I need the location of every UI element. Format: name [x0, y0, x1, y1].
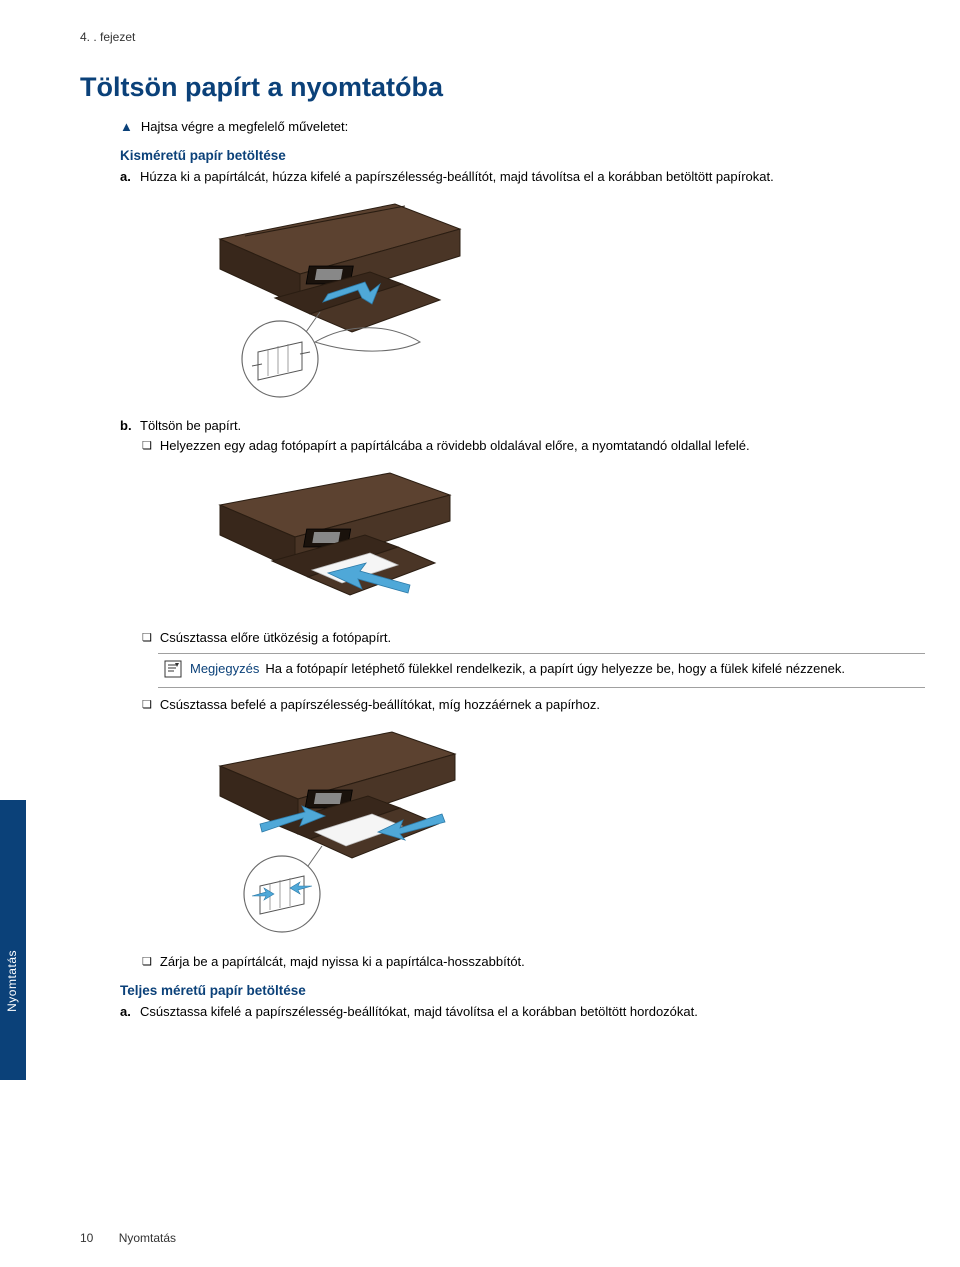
bullet-b1-text: Helyezzen egy adag fotópapírt a papírtál…	[160, 437, 905, 455]
step-b-letter: b.	[120, 418, 134, 433]
step-a2-letter: a.	[120, 1004, 134, 1019]
intro-text: Hajtsa végre a megfelelő műveletet:	[141, 119, 348, 134]
bullet-b3: ❏ Csúsztassa befelé a papírszélesség-beá…	[142, 696, 925, 714]
note-box: Megjegyzés Ha a fotópapír letéphető fülek…	[158, 653, 925, 688]
page-content: 4. . fejezet Töltsön papírt a nyomtatóba…	[0, 0, 960, 1267]
step-b-text: Töltsön be papírt.	[140, 418, 925, 433]
step-a2: a. Csúsztassa kifelé a papírszélesség-be…	[120, 1004, 925, 1019]
note-icon	[164, 660, 182, 681]
step-a2-text: Csúsztassa kifelé a papírszélesség-beáll…	[140, 1004, 925, 1019]
sub-heading-2: Teljes méretű papír betöltése	[120, 983, 925, 998]
bullet-b2: ❏ Csúsztassa előre ütközésig a fotópapír…	[142, 629, 925, 647]
figure-1	[210, 194, 925, 404]
box-bullet-icon: ❏	[142, 953, 152, 971]
step-a: a. Húzza ki a papírtálcát, húzza kifelé …	[120, 169, 925, 184]
main-heading: Töltsön papírt a nyomtatóba	[80, 72, 925, 103]
box-bullet-icon: ❏	[142, 696, 152, 714]
chapter-label: 4. . fejezet	[80, 30, 925, 44]
printer-illustration-1	[210, 194, 470, 404]
printer-illustration-2	[210, 465, 460, 615]
bullet-b4-text: Zárja be a papírtálcát, majd nyissa ki a…	[160, 953, 905, 971]
note-text: Megjegyzés Ha a fotópapír letéphető fülek…	[190, 660, 909, 678]
figure-3	[210, 724, 925, 939]
note-body: Ha a fotópapír letéphető fülekkel rendel…	[265, 661, 845, 676]
figure-2	[210, 465, 925, 615]
printer-illustration-3	[210, 724, 470, 939]
step-a-text: Húzza ki a papírtálcát, húzza kifelé a p…	[140, 169, 925, 184]
bullet-b1: ❏ Helyezzen egy adag fotópapírt a papírt…	[142, 437, 925, 455]
triangle-bullet-icon: ▲	[120, 119, 133, 134]
footer-page-number: 10	[80, 1231, 93, 1245]
note-label: Megjegyzés	[190, 661, 259, 676]
box-bullet-icon: ❏	[142, 437, 152, 455]
bullet-b2-text: Csúsztassa előre ütközésig a fotópapírt.	[160, 629, 905, 647]
footer-title: Nyomtatás	[119, 1231, 176, 1245]
step-a-letter: a.	[120, 169, 134, 184]
bullet-b4: ❏ Zárja be a papírtálcát, majd nyissa ki…	[142, 953, 925, 971]
step-b: b. Töltsön be papírt.	[120, 418, 925, 433]
footer: 10 Nyomtatás	[80, 1231, 176, 1245]
intro-line: ▲ Hajtsa végre a megfelelő műveletet:	[120, 119, 925, 134]
box-bullet-icon: ❏	[142, 629, 152, 647]
bullet-b3-text: Csúsztassa befelé a papírszélesség-beáll…	[160, 696, 905, 714]
sub-heading-1: Kisméretű papír betöltése	[120, 148, 925, 163]
